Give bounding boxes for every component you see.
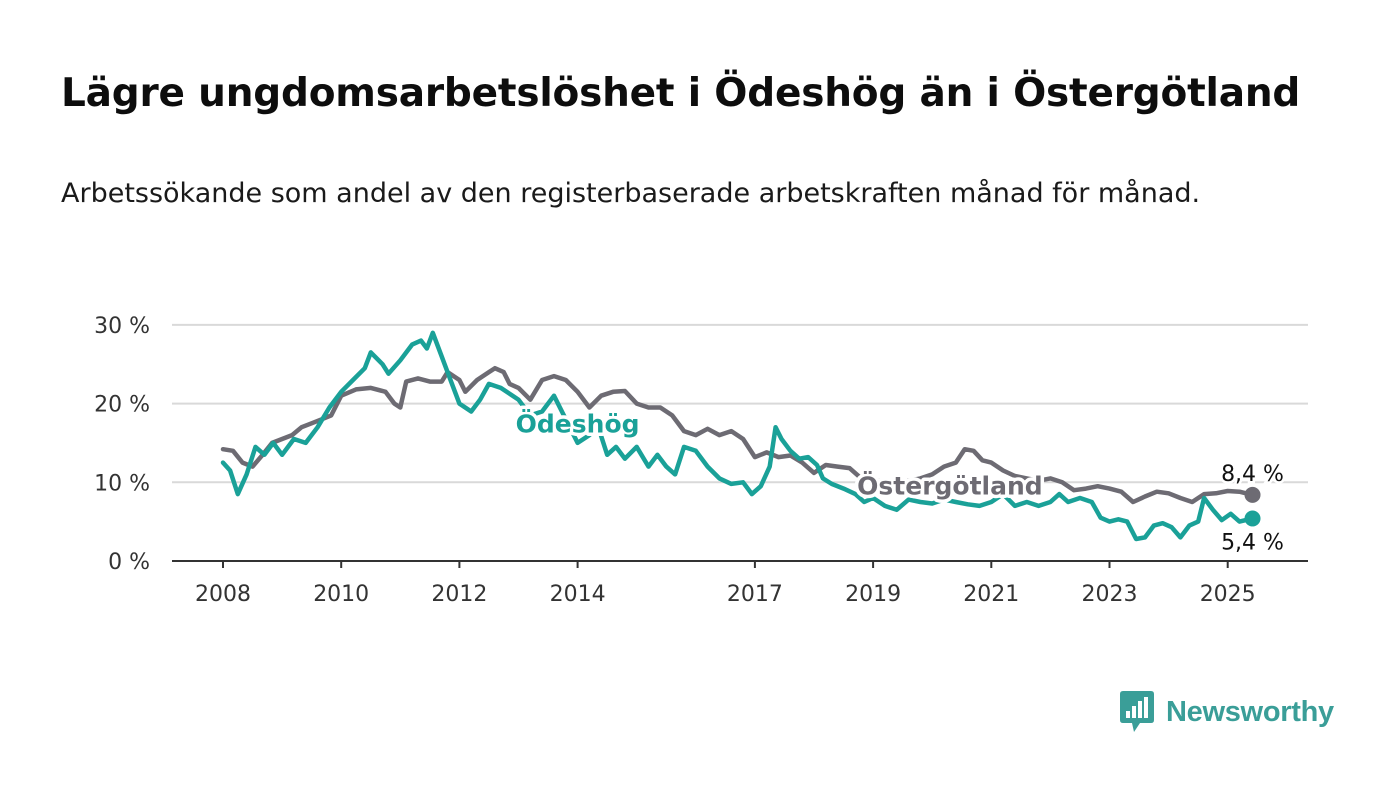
series-lines — [220, 330, 1261, 542]
chart-title: Lägre ungdomsarbetslöshet i Ödeshög än i… — [61, 71, 1301, 116]
x-tick-label: 2021 — [963, 582, 1019, 607]
end-value-label: 5,4 % — [1221, 531, 1284, 556]
y-tick-label: 30 % — [94, 314, 150, 339]
x-tick-label: 2010 — [313, 582, 369, 607]
x-tick-label: 2025 — [1200, 582, 1256, 607]
newsworthy-brand[interactable]: Newsworthy — [1118, 690, 1334, 734]
series-labels: 8,4 % 5,4 % Ödeshög Östergötland — [512, 405, 1286, 558]
x-tick-label: 2008 — [195, 582, 251, 607]
brand-name: Newsworthy — [1166, 695, 1334, 728]
newsworthy-chat-bars-icon — [1120, 691, 1154, 732]
x-tick-label: 2014 — [550, 582, 606, 607]
y-tick-label: 0 % — [108, 550, 150, 575]
end-value-label: 8,4 % — [1221, 462, 1284, 487]
x-tick-label: 2023 — [1082, 582, 1138, 607]
y-tick-label: 20 % — [94, 393, 150, 418]
series-name-label: Ödeshög — [516, 408, 640, 438]
end-point-ostergotland — [1244, 486, 1261, 503]
end-point-odeshog — [1244, 510, 1261, 527]
series-name-label: Östergötland — [857, 470, 1043, 500]
chart-subtitle: Arbetssökande som andel av den registerb… — [61, 178, 1201, 209]
gridlines — [172, 323, 1308, 484]
x-tick-label: 2019 — [845, 582, 901, 607]
x-tick-label: 2012 — [431, 582, 487, 607]
y-tick-label: 10 % — [94, 471, 150, 496]
x-tick-label: 2017 — [727, 582, 783, 607]
series-line-ostergotland — [220, 365, 1255, 505]
series-line-odeshog — [220, 330, 1255, 542]
axes: 0 % 10 % 20 % 30 % 2008 2010 2012 2014 2017 2019 2… — [94, 314, 1308, 607]
